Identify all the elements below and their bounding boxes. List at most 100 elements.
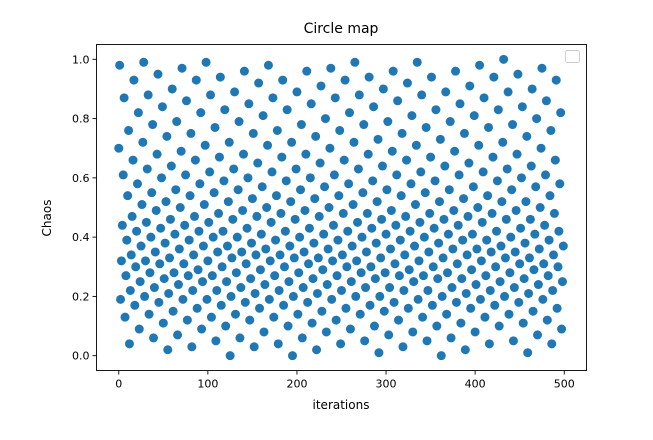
data-point	[279, 262, 289, 272]
y-axis-label: Chaos	[40, 200, 54, 237]
data-point	[214, 208, 224, 218]
data-point	[296, 120, 306, 130]
data-point	[414, 256, 424, 266]
data-point	[121, 271, 131, 281]
data-point	[451, 66, 461, 76]
chart-title: Circle map	[304, 21, 379, 37]
data-point	[430, 176, 440, 186]
data-point	[181, 96, 191, 106]
data-point	[139, 57, 149, 67]
data-point	[440, 161, 450, 171]
data-point	[244, 99, 254, 109]
data-point	[551, 75, 561, 85]
data-point	[328, 220, 338, 230]
data-point	[459, 128, 469, 138]
data-point	[230, 309, 240, 319]
data-point	[445, 117, 455, 127]
data-point	[541, 96, 551, 106]
data-point	[345, 108, 355, 118]
data-point	[417, 90, 427, 100]
data-point	[361, 283, 371, 293]
data-point	[394, 271, 404, 281]
data-point	[398, 342, 408, 352]
data-point	[469, 111, 479, 121]
data-point	[294, 268, 304, 278]
data-point	[382, 185, 392, 195]
data-point	[278, 75, 288, 85]
data-point	[142, 164, 152, 174]
data-point	[371, 238, 381, 248]
data-point	[215, 72, 225, 82]
data-point	[558, 241, 568, 251]
data-point	[454, 170, 464, 180]
data-point	[224, 137, 234, 147]
data-point	[471, 280, 481, 290]
data-point	[492, 226, 502, 236]
data-point	[233, 185, 243, 195]
data-point	[312, 345, 322, 355]
data-point	[554, 226, 564, 236]
data-point	[300, 205, 310, 215]
data-point	[332, 271, 342, 281]
data-point	[385, 283, 395, 293]
data-point	[273, 339, 283, 349]
data-point	[308, 274, 318, 284]
data-point	[373, 134, 383, 144]
data-point	[116, 294, 126, 304]
data-point	[421, 122, 431, 132]
data-point	[159, 274, 169, 284]
data-point	[466, 303, 476, 313]
data-point	[155, 259, 165, 269]
data-point	[389, 297, 399, 307]
data-point	[525, 214, 535, 224]
data-point	[243, 173, 253, 183]
data-point	[157, 102, 167, 112]
data-point	[388, 66, 398, 76]
data-point	[171, 185, 181, 195]
data-point	[280, 226, 290, 236]
data-point	[391, 220, 401, 230]
data-point	[369, 321, 379, 331]
data-point	[465, 81, 475, 91]
data-point	[515, 259, 525, 269]
data-point	[261, 244, 271, 254]
data-point	[368, 176, 378, 186]
data-point	[455, 99, 465, 109]
data-point	[484, 122, 493, 132]
data-point	[339, 155, 349, 165]
data-point	[420, 188, 430, 198]
data-point	[351, 291, 361, 301]
data-point	[238, 205, 248, 215]
data-point	[380, 268, 390, 278]
data-point	[230, 87, 240, 97]
data-point	[218, 226, 228, 236]
data-point	[468, 182, 478, 192]
data-point	[482, 235, 492, 245]
data-point	[520, 238, 530, 248]
data-point	[404, 265, 414, 275]
data-point	[473, 203, 483, 212]
data-point	[145, 268, 155, 278]
data-point	[542, 315, 552, 325]
data-point	[346, 277, 356, 287]
data-point	[311, 131, 321, 141]
data-point	[366, 262, 376, 272]
data-point	[125, 285, 135, 295]
data-point	[476, 256, 486, 266]
data-point	[126, 250, 136, 260]
data-point	[240, 297, 250, 307]
data-point	[408, 327, 418, 337]
data-point	[528, 306, 538, 316]
data-point	[534, 244, 544, 254]
data-point	[292, 87, 302, 97]
data-point	[494, 321, 504, 331]
data-point	[419, 232, 429, 242]
data-point	[185, 191, 195, 201]
data-point	[179, 259, 189, 269]
data-point	[255, 303, 265, 313]
data-point	[355, 309, 365, 319]
data-point	[504, 309, 514, 319]
data-point	[403, 303, 413, 313]
data-point	[543, 271, 553, 281]
y-tick-label: 1.0	[72, 53, 90, 66]
